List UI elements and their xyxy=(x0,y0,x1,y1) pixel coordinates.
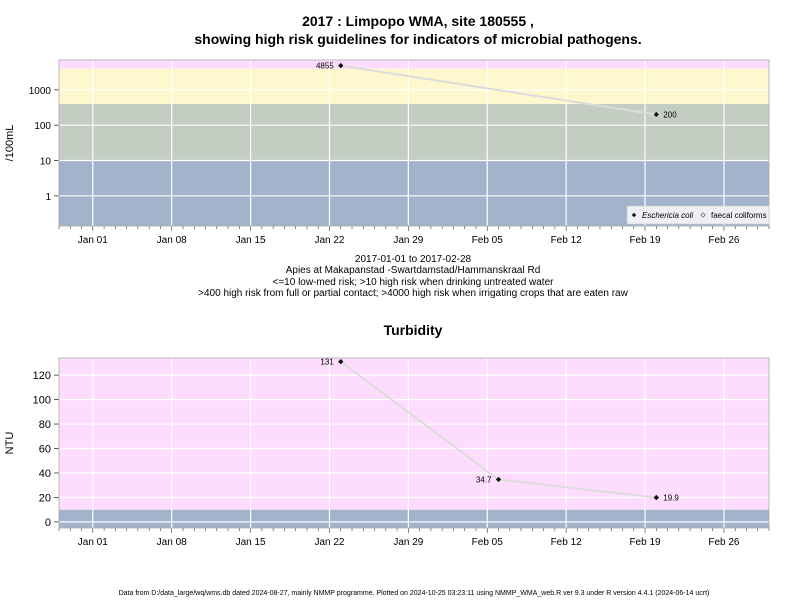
legend-marker-ecoli xyxy=(631,212,637,218)
y-axis-label: NTU xyxy=(4,432,16,455)
x-tick-label: Feb 05 xyxy=(472,537,504,548)
x-tick-label: Jan 29 xyxy=(393,537,423,548)
chart-title-line2: showing high risk guidelines for indicat… xyxy=(194,31,641,47)
x-tick-label: Jan 22 xyxy=(314,235,344,246)
y-tick-label: 10 xyxy=(40,157,52,168)
y-tick-label: 1 xyxy=(45,192,51,203)
caption-drinking-guideline: <=10 low-med risk; >10 high risk when dr… xyxy=(273,277,555,288)
caption-site-name: Apies at Makapanstad -Swartdamstad/Hamma… xyxy=(286,265,541,276)
x-tick-label: Feb 12 xyxy=(551,537,583,548)
turbidity-title: Turbidity xyxy=(384,322,443,338)
data-point xyxy=(652,493,660,502)
x-tick-label: Feb 26 xyxy=(708,537,740,548)
y-tick-label: 60 xyxy=(39,444,51,456)
x-tick-label: Jan 08 xyxy=(157,235,187,246)
data-label: 19.9 xyxy=(663,494,679,503)
turbidity-panel: Jan 01 Jan 08 Jan 15 Jan 22 Jan 29 Feb 05 Feb … xyxy=(4,357,770,548)
y-tick-label: 80 xyxy=(39,419,51,431)
chart-title-line1: 2017 : Limpopo WMA, site 180555 , xyxy=(302,13,534,29)
x-tick-label: Feb 05 xyxy=(472,235,504,246)
data-label: 200 xyxy=(663,111,677,120)
y-tick-label: 100 xyxy=(34,121,51,132)
x-tick-label: Jan 01 xyxy=(78,537,108,548)
data-point xyxy=(652,110,660,119)
x-tick-label: Jan 08 xyxy=(157,537,187,548)
series-line xyxy=(340,64,657,116)
data-label: 131 xyxy=(320,358,334,367)
risk-band-3 xyxy=(59,60,769,69)
microbial-panel: Jan 01 Jan 08 Jan 15 Jan 22 Jan 29 Feb 05 Feb … xyxy=(4,59,770,246)
y-tick-label: 120 xyxy=(33,370,51,382)
y-tick-label: 40 xyxy=(39,468,51,480)
x-tick-label: Feb 12 xyxy=(551,235,583,246)
x-tick-label: Feb 19 xyxy=(629,537,661,548)
x-tick-label: Jan 15 xyxy=(236,235,266,246)
data-label: 4855 xyxy=(316,62,334,71)
plot-frame xyxy=(58,59,770,227)
caption-date-range: 2017-01-01 to 2017-02-28 xyxy=(355,254,472,265)
risk-band-1 xyxy=(59,358,769,510)
x-tick-label: Feb 19 xyxy=(629,235,661,246)
y-tick-label: 1000 xyxy=(29,86,52,97)
x-tick-label: Jan 22 xyxy=(314,537,344,548)
y-tick-label: 0 xyxy=(45,517,51,529)
x-tick-label: Jan 15 xyxy=(236,537,266,548)
x-tick-label: Jan 01 xyxy=(78,235,108,246)
legend-box xyxy=(626,205,770,225)
data-point xyxy=(337,61,345,70)
y-axis-label: /100mL xyxy=(4,125,16,162)
caption-contact-guideline: >400 high risk from full or partial cont… xyxy=(198,288,628,299)
legend-label-faecal: faecal coliforms xyxy=(711,211,767,220)
footer-note: Data from D:/data_large/wq/wms.db dated … xyxy=(119,590,710,597)
risk-band-0 xyxy=(59,509,769,528)
plot-frame xyxy=(58,357,770,529)
legend-marker-faecal xyxy=(700,212,706,218)
y-tick-label: 20 xyxy=(39,492,51,504)
risk-band-2 xyxy=(59,68,769,104)
data-point xyxy=(494,475,503,484)
x-tick-label: Jan 29 xyxy=(393,235,423,246)
data-label: 34.7 xyxy=(476,475,492,484)
x-tick-label: Feb 26 xyxy=(708,235,740,246)
y-tick-label: 100 xyxy=(33,395,51,407)
legend-label-ecoli: Eschericia coli xyxy=(642,211,693,220)
data-point xyxy=(337,358,345,366)
